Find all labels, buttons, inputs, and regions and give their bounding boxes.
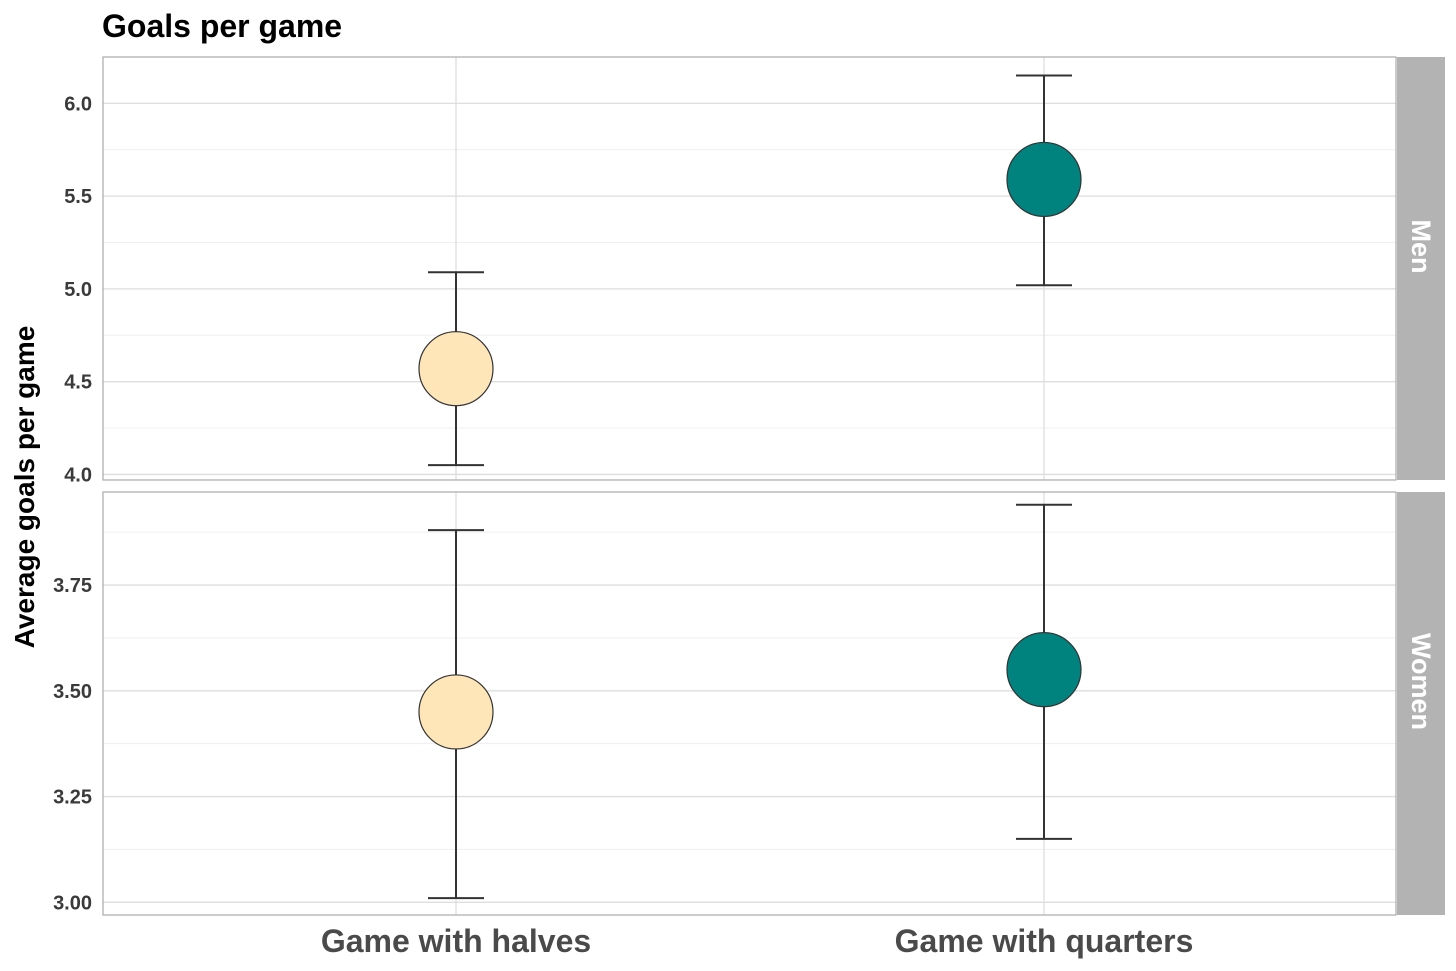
- facet-strip-label: Women: [1406, 633, 1436, 730]
- y-tick-label: 3.00: [53, 892, 92, 914]
- y-tick-label: 5.5: [64, 186, 92, 208]
- y-tick-label: 5.0: [64, 279, 92, 301]
- facet-panel-men: 4.0 4.5 5.0 5.5 6.0 Men: [64, 56, 1445, 486]
- x-axis-ticks: Game with halves Game with quarters: [321, 923, 1194, 959]
- y-tick-label: 3.25: [53, 787, 92, 809]
- data-point: [1006, 632, 1082, 708]
- x-tick-label: Game with quarters: [895, 923, 1194, 959]
- facet-panel-women: 3.00 3.25 3.50 3.75 Women: [53, 491, 1445, 916]
- panel-border: [102, 56, 1397, 481]
- y-tick-label: 3.75: [53, 575, 92, 597]
- panel-background: [103, 57, 1396, 480]
- facet-strip-label: Men: [1406, 220, 1436, 274]
- facet-panels: 4.0 4.5 5.0 5.5 6.0 Men 3.00 3.25 3.50 3.75 Women: [53, 56, 1445, 916]
- panel-border: [102, 491, 1397, 916]
- y-tick-label: 6.0: [64, 93, 92, 115]
- data-point: [1006, 141, 1082, 218]
- facet-strip: [1397, 57, 1445, 480]
- y-tick-label: 4.0: [64, 464, 92, 486]
- facet-strip: [1397, 492, 1445, 915]
- y-tick-label: 4.5: [64, 372, 92, 394]
- y-axis-label: Average goals per game: [9, 326, 40, 649]
- data-point: [418, 331, 494, 407]
- data-point: [418, 674, 494, 750]
- x-tick-label: Game with halves: [321, 923, 591, 959]
- chart-title: Goals per game: [102, 8, 342, 44]
- y-tick-label: 3.50: [53, 681, 92, 703]
- panel-background: [103, 492, 1396, 915]
